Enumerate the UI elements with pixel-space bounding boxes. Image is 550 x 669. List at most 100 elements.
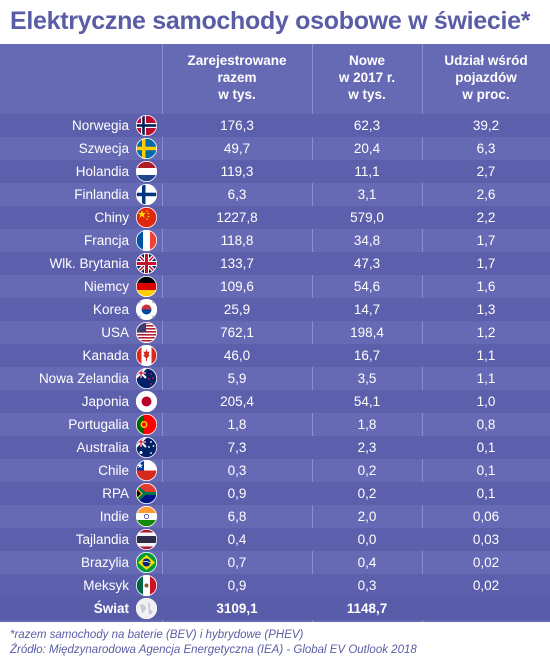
value-registered: 0,3 — [227, 463, 247, 478]
country-name: Holandia — [75, 164, 129, 179]
country-name: Chiny — [94, 210, 129, 225]
value-share: 0,1 — [476, 486, 496, 501]
footnote-definition: *razem samochody na baterie (BEV) i hybr… — [10, 629, 304, 641]
value-new-2017: 0,2 — [357, 486, 377, 501]
value-new-2017: 47,3 — [353, 256, 381, 271]
value-share: 1,0 — [476, 394, 496, 409]
sweden-flag-icon — [135, 137, 158, 160]
country-name: Szwecja — [78, 141, 129, 156]
value-share — [422, 597, 550, 620]
value-registered: 5,9 — [227, 371, 247, 386]
value-share: 0,1 — [476, 440, 496, 455]
country-name: Finlandia — [74, 187, 129, 202]
value-share: 0,06 — [472, 509, 500, 524]
country-name: Brazylia — [80, 555, 129, 570]
header-registered: Zarejestrowane razem w tys. — [187, 53, 287, 102]
value-share: 0,8 — [476, 417, 496, 432]
value-registered: 0,9 — [227, 578, 247, 593]
value-share: 39,2 — [472, 118, 500, 133]
value-new-2017: 3,5 — [357, 371, 377, 386]
value-new-2017: 54,6 — [353, 279, 381, 294]
table-row: Chiny 1227,8 579,0 2,2 — [0, 206, 550, 229]
table-row: Szwecja 49,7 20,4 6,3 — [0, 137, 550, 160]
china-flag-icon — [135, 206, 158, 229]
value-registered: 0,4 — [227, 532, 247, 547]
value-registered: 0,7 — [227, 555, 247, 570]
ev-table: Zarejestrowane razem w tys. Nowe w 2017 … — [0, 44, 550, 622]
value-new-2017: 198,4 — [350, 325, 384, 340]
france-flag-icon — [135, 229, 158, 252]
table-row: Norwegia 176,3 62,3 39,2 — [0, 114, 550, 137]
value-registered: 762,1 — [220, 325, 254, 340]
country-name: Portugalia — [68, 417, 129, 432]
country-name: Świat — [93, 601, 129, 616]
value-registered: 176,3 — [220, 118, 254, 133]
value-share: 2,2 — [476, 210, 496, 225]
table-row: Chile 0,3 0,2 0,1 — [0, 459, 550, 482]
value-share: 0,02 — [472, 578, 500, 593]
mexico-flag-icon — [135, 574, 158, 597]
country-name: Australia — [76, 440, 129, 455]
table-row-total: Świat 3109,1 1148,7 — [0, 597, 550, 620]
table-row: Niemcy 109,6 54,6 1,6 — [0, 275, 550, 298]
country-name: Kanada — [82, 348, 129, 363]
page-title: Elektryczne samochody osobowe w świecie* — [10, 7, 531, 35]
table-row: Portugalia 1,8 1,8 0,8 — [0, 413, 550, 436]
value-registered: 1227,8 — [216, 210, 258, 225]
country-name: Indie — [99, 509, 129, 524]
value-new-2017: 14,7 — [353, 302, 381, 317]
table-row: RPA 0,9 0,2 0,1 — [0, 482, 550, 505]
country-name: Japonia — [81, 394, 129, 409]
value-new-2017: 3,1 — [357, 187, 377, 202]
value-new-2017: 0,3 — [357, 578, 377, 593]
value-share: 0,03 — [472, 532, 500, 547]
norway-flag-icon — [135, 114, 158, 137]
table-row: Nowa Zelandia 5,9 3,5 1,1 — [0, 367, 550, 390]
value-registered: 0,9 — [227, 486, 247, 501]
table-row: Japonia 205,4 54,1 1,0 — [0, 390, 550, 413]
value-new-2017: 62,3 — [353, 118, 381, 133]
value-registered: 119,3 — [220, 164, 254, 179]
table-row: Holandia 119,3 11,1 2,7 — [0, 160, 550, 183]
country-name: Francja — [83, 233, 129, 248]
country-name: USA — [101, 325, 129, 340]
value-new-2017: 11,1 — [354, 164, 380, 179]
value-new-2017: 2,3 — [357, 440, 377, 455]
value-new-2017: 2,0 — [357, 509, 377, 524]
value-registered: 118,8 — [220, 233, 254, 248]
value-registered: 6,8 — [227, 509, 247, 524]
table-row: Wlk. Brytania 133,7 47,3 1,7 — [0, 252, 550, 275]
table-row: Korea 25,9 14,7 1,3 — [0, 298, 550, 321]
value-share: 1,7 — [476, 256, 496, 271]
country-name: Tajlandia — [75, 532, 129, 547]
table-row: Indie 6,8 2,0 0,06 — [0, 505, 550, 528]
value-new-2017: 579,0 — [350, 210, 384, 225]
usa-flag-icon — [135, 321, 158, 344]
netherlands-flag-icon — [135, 160, 158, 183]
value-registered: 49,7 — [223, 141, 251, 156]
value-registered: 7,3 — [227, 440, 247, 455]
value-registered: 1,8 — [227, 417, 247, 432]
table-row: Francja 118,8 34,8 1,7 — [0, 229, 550, 252]
value-new-2017: 0,4 — [357, 555, 377, 570]
table-row: USA 762,1 198,4 1,2 — [0, 321, 550, 344]
japan-flag-icon — [135, 390, 158, 413]
header-share: Udział wśród pojazdów w proc. — [444, 53, 528, 102]
chile-flag-icon — [135, 459, 158, 482]
country-name: Niemcy — [83, 279, 129, 294]
value-registered: 205,4 — [220, 394, 254, 409]
column-divider — [162, 44, 163, 622]
value-share: 1,2 — [476, 325, 496, 340]
footnotes: *razem samochody na baterie (BEV) i hybr… — [10, 628, 550, 658]
brazil-flag-icon — [135, 551, 158, 574]
value-new-2017: 0,2 — [357, 463, 377, 478]
value-share: 2,7 — [476, 164, 496, 179]
korea-flag-icon — [135, 298, 158, 321]
value-registered: 3109,1 — [216, 601, 258, 616]
australia-flag-icon — [135, 436, 158, 459]
country-name: RPA — [102, 486, 129, 501]
value-share: 6,3 — [476, 141, 496, 156]
country-name: Meksyk — [83, 578, 129, 593]
country-name: Chile — [98, 463, 129, 478]
new-zealand-flag-icon — [135, 367, 158, 390]
